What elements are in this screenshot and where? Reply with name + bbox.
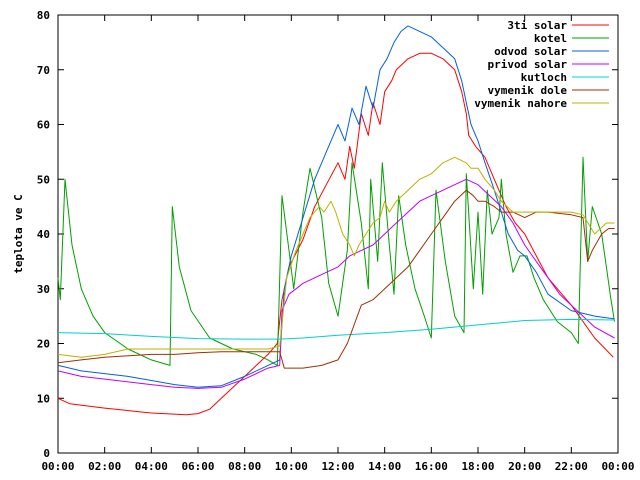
series-line-vymenik-dole <box>57 189 615 369</box>
y-tick-label: 60 <box>37 119 50 132</box>
x-tick-label: 14:00 <box>368 460 401 473</box>
series-line-privod-solar <box>57 178 615 389</box>
y-tick-label: 40 <box>37 228 50 241</box>
y-axis-ticks: 0 10 20 30 40 50 60 70 80 <box>37 9 618 460</box>
y-tick-label: 50 <box>37 173 50 186</box>
x-tick-label: 12:00 <box>321 460 354 473</box>
x-axis-ticks: 00:00 02:00 04:00 06:00 08:00 10:00 12:00 14:00… <box>41 15 635 473</box>
series-line-kutloch <box>57 318 615 340</box>
y-tick-label: 0 <box>43 447 50 460</box>
legend-label-3ti-solar: 3ti solar <box>507 19 567 32</box>
series-line-odvod-solar <box>57 25 615 388</box>
x-tick-label: 20:00 <box>508 460 541 473</box>
x-tick-label: 02:00 <box>88 460 121 473</box>
y-tick-label: 80 <box>37 9 50 22</box>
y-tick-label: 20 <box>37 338 50 351</box>
x-tick-label: 10:00 <box>275 460 308 473</box>
x-tick-label: 08:00 <box>228 460 261 473</box>
legend-label-vymenik-nahore: vymenik nahore <box>474 97 567 110</box>
legend-label-odvod-solar: odvod solar <box>494 45 567 58</box>
legend-label-kotel: kotel <box>534 32 567 45</box>
y-tick-label: 10 <box>37 392 50 405</box>
series-line-vymenik-nahore <box>57 156 615 358</box>
x-tick-label: 06:00 <box>181 460 214 473</box>
x-tick-label: 00:00 <box>601 460 634 473</box>
x-tick-label: 18:00 <box>461 460 494 473</box>
y-tick-label: 70 <box>37 64 50 77</box>
series-lines <box>57 25 615 416</box>
x-tick-label: 04:00 <box>135 460 168 473</box>
x-tick-label: 16:00 <box>415 460 448 473</box>
x-tick-label: 22:00 <box>555 460 588 473</box>
legend-label-privod-solar: privod solar <box>488 58 568 71</box>
legend-label-kutloch: kutloch <box>521 71 567 84</box>
y-axis-label: teplota ve C <box>12 194 25 273</box>
series-line-kotel <box>57 156 615 366</box>
x-tick-label: 00:00 <box>41 460 74 473</box>
y-tick-label: 30 <box>37 283 50 296</box>
legend-label-vymenik-dole: vymenik dole <box>488 84 568 97</box>
